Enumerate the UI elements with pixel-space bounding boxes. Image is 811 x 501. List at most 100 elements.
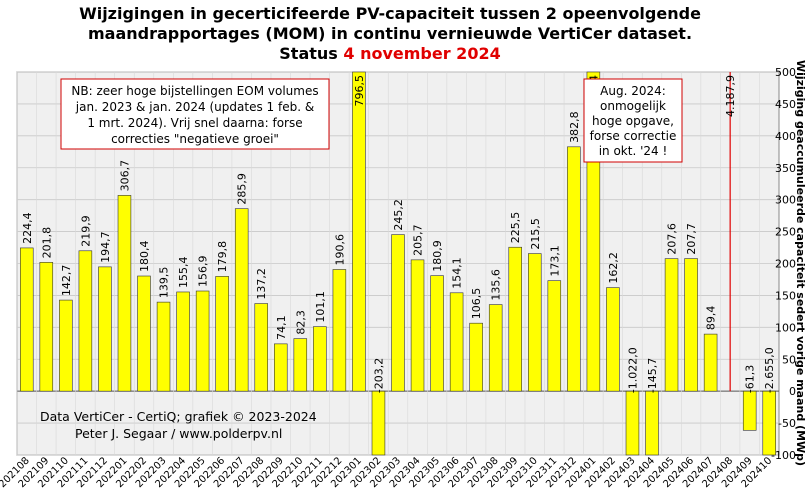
- title-line-1: Wijzigingen in gecerticifeerde PV-capaci…: [79, 4, 701, 23]
- y-tick-label: 500: [775, 66, 796, 79]
- bar-202408: [729, 72, 731, 392]
- y-tick-label: 250: [775, 226, 796, 239]
- bar-202402: [606, 287, 620, 392]
- note-right-line-1: Aug. 2024:: [600, 84, 666, 98]
- value-label-202306: 154,1: [451, 257, 464, 289]
- y-tick-label: 350: [775, 162, 796, 175]
- value-label-202309: 225,5: [509, 212, 522, 244]
- note-right-line-2: onmogelijk: [600, 99, 666, 113]
- value-label-202208: 137,2: [255, 268, 268, 300]
- bar-202110: [59, 299, 73, 392]
- note-right-line-3: hoge opgave,: [592, 114, 674, 128]
- y-tick-label: -50: [778, 417, 796, 430]
- y-tick-label: 300: [775, 194, 796, 207]
- value-label-202404: -145,7: [646, 358, 659, 393]
- bar-202301: [352, 71, 366, 392]
- bar-202108: [20, 247, 34, 392]
- bar-202409: [742, 390, 757, 431]
- bar-202306: [449, 292, 464, 392]
- note-right-box: Aug. 2024: onmogelijk hoge opgave, forse…: [583, 78, 683, 163]
- y-axis-title: Wijziging geaccumuleerde capaciteit sede…: [794, 60, 807, 466]
- value-label-202204: 155,4: [177, 256, 190, 288]
- value-label-202405: 207,6: [666, 223, 679, 255]
- bar-202211: [313, 326, 327, 392]
- bar-202310: [528, 253, 542, 392]
- bar-202304: [410, 259, 425, 392]
- y-tick-label: 400: [775, 130, 796, 143]
- y-axis-ticks: -100 -50 0 50 100 150 200 250 300 350 400 450 500: [771, 66, 796, 462]
- bar-202109: [39, 262, 54, 392]
- bar-202303: [391, 234, 405, 392]
- bar-202311: [547, 280, 562, 392]
- note-right-line-4: forse correctie: [590, 129, 677, 143]
- value-label-202209: 74,1: [275, 315, 288, 340]
- note-left-line-3: 1 mrt. 2024). Vrij snel daarna: forse: [87, 116, 302, 130]
- value-label-202408: 4.187,9: [724, 75, 737, 117]
- title-line-2: maandrapportages (MOM) in continu vernie…: [88, 24, 692, 43]
- value-label-202202: 180,4: [138, 241, 151, 273]
- bar-202206: [215, 276, 229, 392]
- value-label-202108: 224,4: [21, 212, 34, 244]
- value-label-202403: -1.022,0: [626, 347, 639, 393]
- y-tick-label: 200: [775, 258, 796, 271]
- x-axis-ticks: 2021082021092021102021112021122022012022…: [0, 455, 774, 490]
- value-label-202207: 285,9: [236, 173, 249, 205]
- bar-202404: [645, 390, 659, 456]
- value-label-202304: 205,7: [412, 224, 425, 256]
- bar-202207: [234, 208, 249, 392]
- bar-202312: [567, 146, 581, 392]
- value-label-202111: 219,9: [79, 215, 92, 247]
- y-tick-label: 50: [782, 353, 796, 366]
- note-left-line-1: NB: zeer hoge bijstellingen EOM volumes: [71, 84, 318, 98]
- bar-202308: [488, 304, 503, 392]
- y-tick-label: 150: [775, 289, 796, 302]
- y-tick-label: 450: [775, 98, 796, 111]
- bar-202209: [274, 343, 288, 392]
- note-left-line-4: correcties "negatieve groei": [111, 132, 279, 146]
- bar-202204: [176, 291, 190, 392]
- bar-202202: [137, 275, 151, 392]
- status-date: 4 november 2024: [343, 44, 500, 63]
- bar-202407: [703, 333, 718, 392]
- value-label-202210: 82,3: [294, 310, 307, 335]
- value-label-202201: 306,7: [118, 160, 131, 192]
- value-label-202302: -203,2: [372, 358, 385, 393]
- value-label-202311: 173,1: [548, 245, 561, 277]
- bar-202307: [469, 322, 483, 392]
- credit-text: Data VertiCer - CertiQ; grafiek © 2023-2…: [40, 409, 317, 441]
- y-tick-label: 0: [789, 385, 796, 398]
- bar-202203: [156, 301, 171, 392]
- bar-202210: [293, 338, 308, 392]
- value-label-202211: 101,1: [314, 291, 327, 323]
- bar-202405: [664, 258, 679, 392]
- status-prefix: Status: [279, 44, 343, 63]
- note-left-line-2: jan. 2023 & jan. 2024 (updates 1 feb. &: [75, 100, 314, 114]
- value-label-202406: 207,7: [685, 223, 698, 255]
- value-label-202410: -2.655,0: [763, 347, 776, 393]
- bar-202406: [684, 258, 698, 392]
- value-label-202206: 179,8: [216, 241, 229, 273]
- credit-line-2: Peter J. Segaar / www.polderpv.nl: [75, 426, 282, 441]
- bar-202212: [332, 269, 347, 392]
- bar-202208: [254, 303, 268, 392]
- value-label-202203: 139,5: [158, 267, 171, 299]
- value-label-202112: 194,7: [99, 231, 112, 263]
- value-label-202307: 106,5: [470, 288, 483, 320]
- value-label-202301: 796,5: [353, 75, 366, 107]
- note-left-box: NB: zeer hoge bijstellingen EOM volumes …: [60, 78, 330, 150]
- value-label-202402: 162,2: [607, 252, 620, 284]
- bar-202111: [78, 250, 93, 392]
- value-label-202212: 190,6: [333, 234, 346, 266]
- bars: [20, 71, 776, 456]
- note-right-line-5: in okt. '24 !: [599, 144, 668, 158]
- bar-202309: [508, 246, 522, 392]
- bar-202403: [625, 390, 640, 456]
- value-label-202110: 142,7: [60, 265, 73, 297]
- bar-202112: [98, 266, 112, 392]
- value-label-202310: 215,5: [529, 218, 542, 250]
- bar-202205: [195, 290, 210, 392]
- title-status: Status 4 november 2024: [279, 44, 500, 63]
- value-label-202409: -61,3: [744, 365, 757, 393]
- credit-line-1: Data VertiCer - CertiQ; grafiek © 2023-2…: [40, 409, 317, 424]
